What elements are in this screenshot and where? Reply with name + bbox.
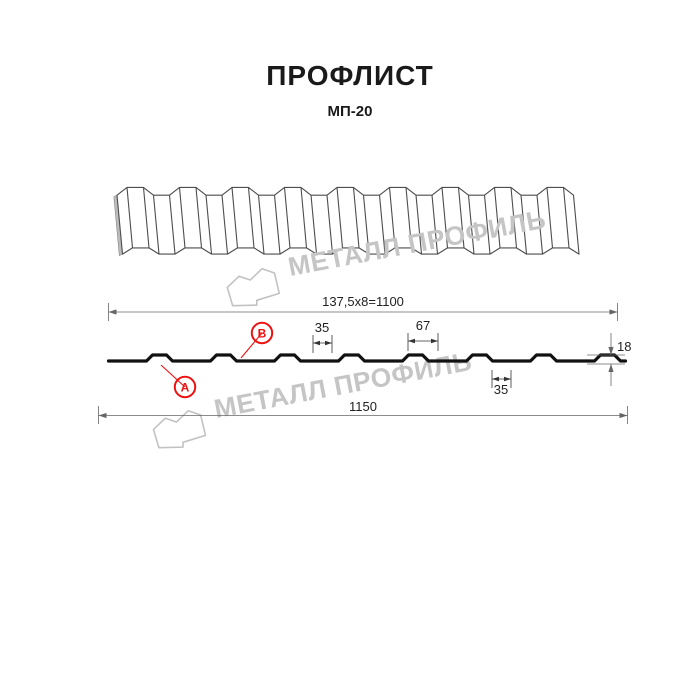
svg-text:B: B [258, 327, 267, 341]
svg-text:18: 18 [617, 339, 631, 354]
svg-text:35: 35 [315, 320, 329, 335]
svg-text:35: 35 [494, 382, 508, 397]
svg-text:1150: 1150 [349, 399, 377, 414]
svg-text:A: A [181, 381, 190, 395]
svg-text:67: 67 [416, 318, 430, 333]
svg-text:137,5x8=1100: 137,5x8=1100 [322, 294, 404, 309]
